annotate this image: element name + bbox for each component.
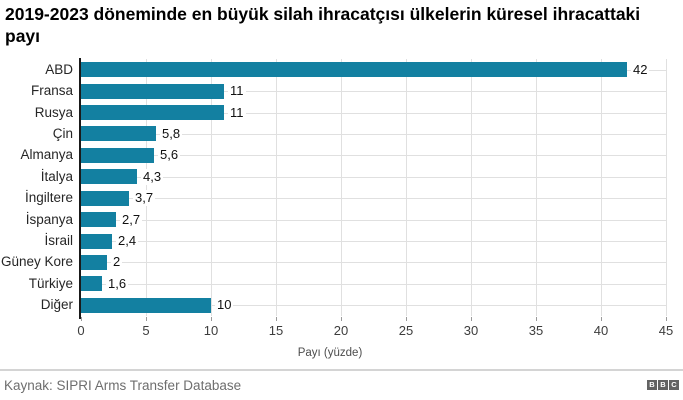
category-label: İsrail — [44, 233, 73, 248]
x-tick-label: 40 — [593, 323, 609, 338]
x-tick-label: 15 — [268, 323, 284, 338]
bar — [81, 126, 156, 141]
value-label: 4,3 — [141, 169, 164, 185]
v-gridline — [536, 59, 537, 316]
bar — [81, 212, 116, 227]
x-tick-mark — [471, 317, 472, 321]
h-gridline — [81, 198, 666, 199]
category-label: Rusya — [34, 105, 73, 120]
value-label: 11 — [228, 105, 246, 121]
category-label: Türkiye — [28, 276, 73, 291]
x-tick-mark — [146, 317, 147, 321]
bbc-logo-block-b2: B — [658, 380, 668, 390]
v-gridline — [601, 59, 602, 316]
x-tick-label: 30 — [463, 323, 479, 338]
x-tick-mark — [536, 317, 537, 321]
v-gridline — [471, 59, 472, 316]
h-gridline — [81, 262, 666, 263]
h-gridline — [81, 91, 666, 92]
v-gridline — [406, 59, 407, 316]
category-label: Diğer — [40, 297, 73, 312]
x-tick-label: 5 — [142, 323, 150, 338]
value-label: 2,4 — [116, 233, 139, 249]
category-label: İngiltere — [24, 190, 73, 205]
value-label: 42 — [631, 62, 650, 78]
bar — [81, 255, 107, 270]
x-tick-mark — [276, 317, 277, 321]
bar-chart: 0 5 10 15 20 25 30 35 40 45 ABD 42 Fransa 11 Rusya 11 Çi… — [1, 58, 673, 338]
bar — [81, 298, 211, 313]
source-credit: Kaynak: SIPRI Arms Transfer Database — [4, 378, 242, 393]
x-tick-mark — [666, 317, 667, 321]
h-gridline — [81, 113, 666, 114]
category-label: İspanya — [25, 212, 73, 227]
category-label: Almanya — [20, 147, 73, 162]
value-label: 1,6 — [106, 276, 129, 292]
x-tick-label: 20 — [333, 323, 349, 338]
value-label: 2,7 — [120, 212, 143, 228]
x-tick-label: 45 — [658, 323, 674, 338]
chart-title: 2019-2023 döneminde en büyük silah ihrac… — [5, 4, 641, 47]
x-tick-mark — [341, 317, 342, 321]
bar — [81, 169, 137, 184]
h-gridline — [81, 284, 666, 285]
value-label: 5,8 — [160, 126, 183, 142]
v-gridline — [341, 59, 342, 316]
bar — [81, 105, 224, 120]
category-label: ABD — [45, 62, 73, 77]
y-axis-line — [79, 58, 81, 319]
x-tick-mark — [601, 317, 602, 321]
h-gridline — [81, 177, 666, 178]
h-gridline — [81, 134, 666, 135]
x-axis-label: Payı (yüzde) — [297, 347, 363, 359]
bar — [81, 84, 224, 99]
value-label: 5,6 — [158, 147, 181, 163]
x-tick-label: 0 — [77, 323, 85, 338]
v-gridline — [211, 59, 212, 316]
bar — [81, 191, 129, 206]
x-tick-label: 25 — [398, 323, 414, 338]
bar — [81, 62, 627, 77]
bar — [81, 276, 102, 291]
v-gridline — [276, 59, 277, 316]
value-label: 10 — [215, 297, 234, 313]
v-gridline — [146, 59, 147, 316]
h-gridline — [81, 241, 666, 242]
x-tick-label: 35 — [528, 323, 544, 338]
h-gridline — [81, 220, 666, 221]
value-label: 2 — [111, 254, 123, 270]
x-tick-mark — [81, 317, 82, 321]
bbc-logo: B B C — [647, 380, 679, 390]
bbc-logo-block-c: C — [669, 380, 679, 390]
bbc-logo-block-b1: B — [647, 380, 657, 390]
h-gridline — [81, 155, 666, 156]
category-label: Çin — [52, 126, 73, 141]
v-gridline — [666, 59, 667, 316]
bar — [81, 148, 154, 163]
category-label: Fransa — [30, 83, 73, 98]
value-label: 11 — [228, 83, 246, 99]
category-label: Güney Kore — [0, 254, 73, 269]
h-gridline — [81, 305, 666, 306]
x-tick-mark — [211, 317, 212, 321]
footer-divider — [0, 369, 683, 371]
category-label: İtalya — [40, 169, 73, 184]
x-tick-label: 10 — [203, 323, 219, 338]
x-tick-mark — [406, 317, 407, 321]
value-label: 3,7 — [133, 190, 156, 206]
bar — [81, 234, 112, 249]
